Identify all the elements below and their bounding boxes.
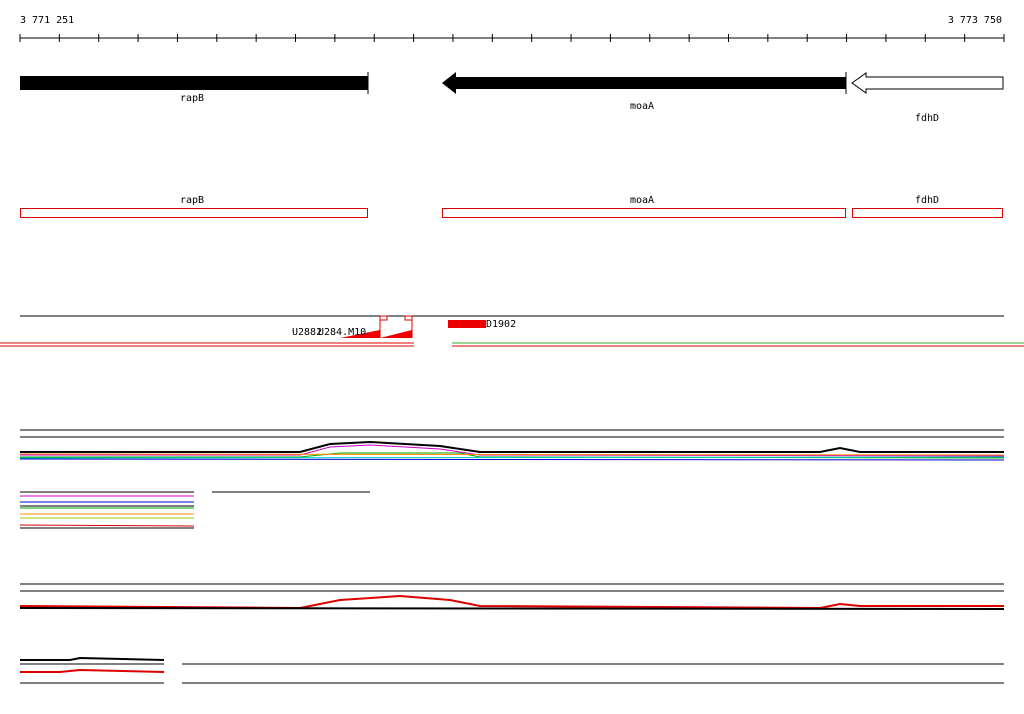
feature-mark	[379, 315, 388, 321]
feature-mark	[380, 330, 412, 338]
cds-box	[20, 208, 368, 218]
feature-mark	[340, 330, 380, 338]
gene-fdhd	[851, 72, 1004, 94]
gene-label: moaA	[630, 101, 654, 112]
cds-box	[852, 208, 1003, 218]
cds-label: fdhD	[915, 195, 939, 206]
gene-label: rapB	[180, 93, 204, 104]
cds-label: rapB	[180, 195, 204, 206]
gene-moaa	[442, 72, 846, 94]
gene-label: fdhD	[915, 113, 939, 124]
feature-label: U2882	[292, 327, 322, 338]
ruler-start: 3 771 251	[20, 15, 74, 26]
feature-mark	[448, 320, 486, 328]
cds-label: moaA	[630, 195, 654, 206]
gene-rapb	[20, 76, 368, 90]
profile-track-2	[19, 583, 1005, 684]
cds-box	[442, 208, 846, 218]
feature-label: D1902	[486, 319, 516, 330]
feature-mark	[404, 315, 413, 321]
feature-label: U284.M10	[318, 327, 366, 338]
ruler-end: 3 773 750	[948, 15, 1002, 26]
ruler-ticks	[19, 34, 1005, 42]
profile-track-1	[19, 429, 1005, 529]
